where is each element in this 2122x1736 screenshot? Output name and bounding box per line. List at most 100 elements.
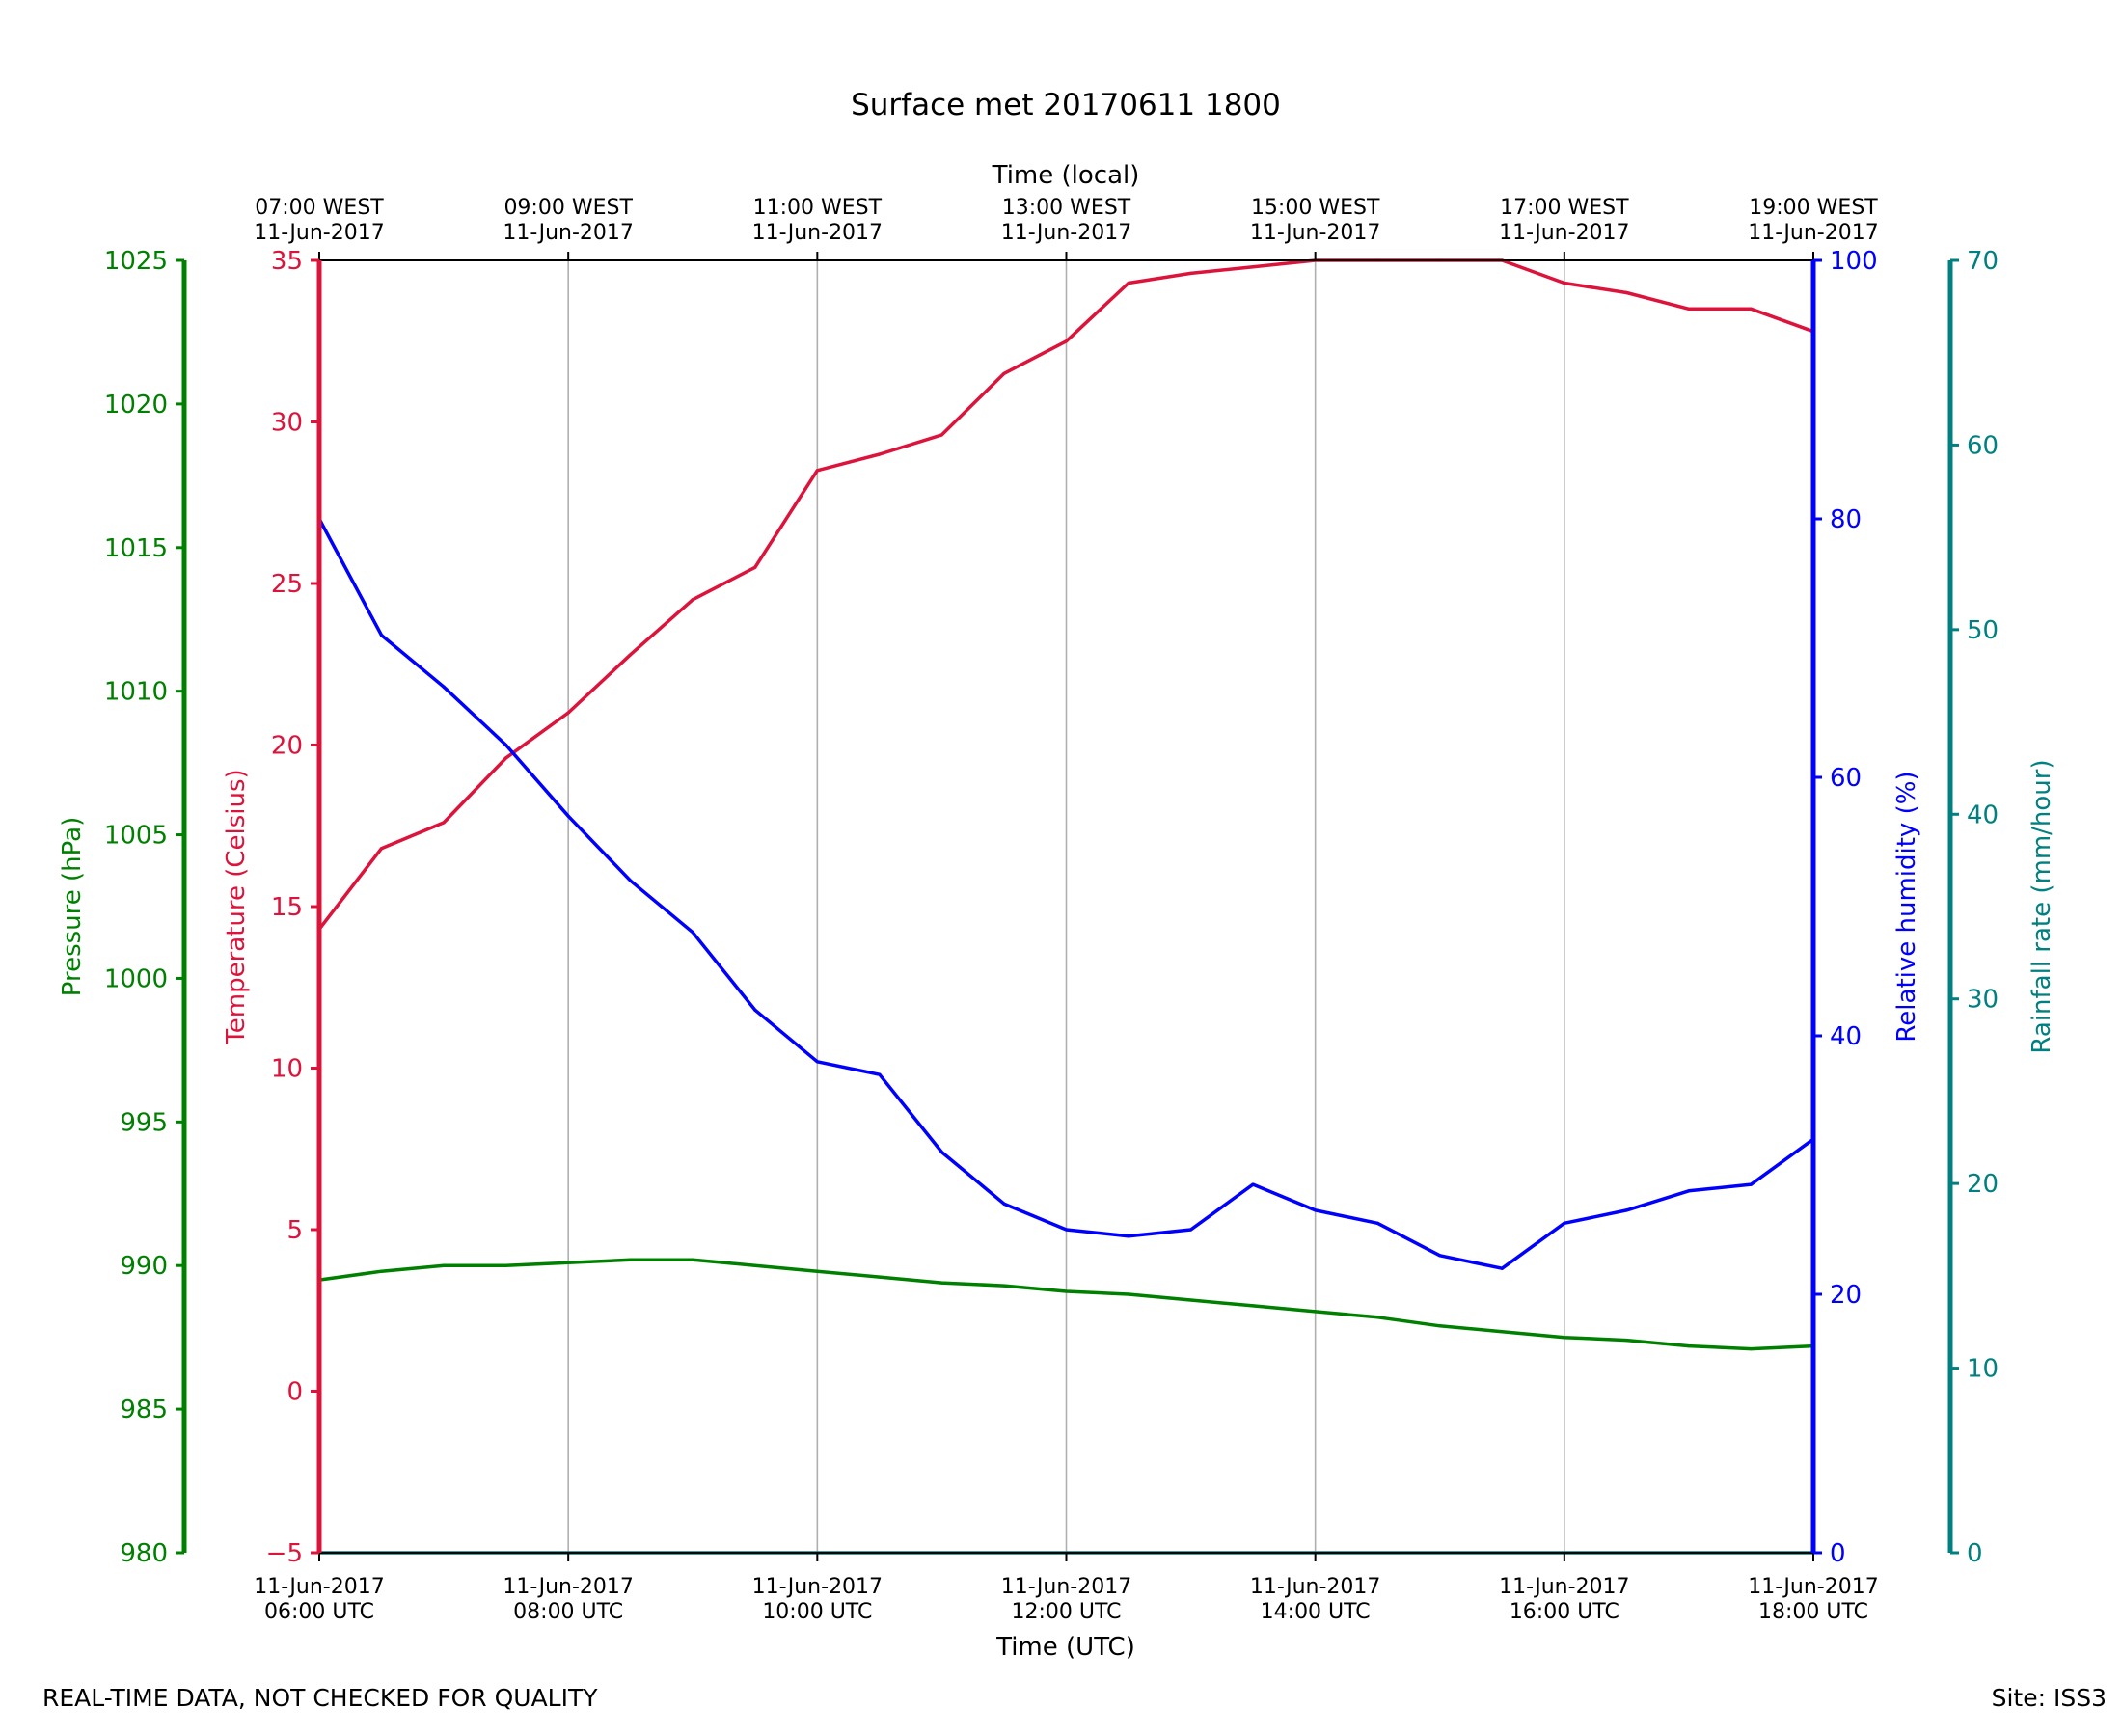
x-tick-label-line: 11-Jun-2017 (752, 1575, 883, 1599)
pressure-data-point (1375, 1316, 1379, 1319)
pressure-tick-label: 1015 (104, 534, 168, 563)
humidity-data-point (753, 1008, 757, 1012)
pressure-data-point (1314, 1310, 1318, 1314)
temperature-data-point (1563, 281, 1566, 285)
rainfall-tick-label: 40 (1967, 800, 1999, 829)
pressure-tick-label: 985 (120, 1396, 168, 1424)
temperature-tick-label: 5 (286, 1216, 303, 1245)
x2-tick-label-line: 11-Jun-2017 (254, 221, 384, 245)
humidity-tick-label: 40 (1830, 1022, 1862, 1051)
x-tick-label-line: 14:00 UTC (1261, 1600, 1371, 1624)
chart-title: Surface met 20170611 1800 (851, 88, 1281, 122)
humidity-data-point (1251, 1182, 1255, 1186)
pressure-tick-label: 1025 (104, 247, 168, 276)
pressure-data-point (1064, 1289, 1069, 1293)
x-tick-label: 11-Jun-2017 18:00 UTC (1748, 1575, 1878, 1624)
x-tick-label: 11-Jun-2017 12:00 UTC (1001, 1575, 1131, 1624)
x2-tick-label: 09:00 WEST 11-Jun-2017 (503, 196, 633, 245)
humidity-tick-label: 60 (1830, 764, 1862, 793)
rainfall-tick-label: 50 (1967, 616, 1999, 645)
x2-tick-label-line: 11-Jun-2017 (1001, 221, 1131, 245)
temperature-tick-label: 15 (271, 893, 303, 922)
pressure-data-point (1563, 1336, 1566, 1340)
x2-tick-label-line: 09:00 WEST (503, 196, 633, 220)
x2-tick-label: 07:00 WEST 11-Jun-2017 (254, 196, 384, 245)
pressure-data-point (1438, 1324, 1442, 1328)
humidity-tick-label: 80 (1830, 505, 1862, 534)
x2-tick-label-line: 11-Jun-2017 (1499, 221, 1629, 245)
pressure-data-point (1189, 1298, 1193, 1302)
humidity-data-point (1189, 1228, 1193, 1232)
x2-tick-label-line: 11-Jun-2017 (1748, 221, 1878, 245)
pressure-data-point (379, 1269, 384, 1273)
temperature-data-point (442, 821, 446, 825)
pressure-data-point (815, 1269, 819, 1273)
x2-tick-label-line: 15:00 WEST (1251, 196, 1380, 220)
x-tick-label-line: 06:00 UTC (264, 1600, 374, 1624)
temperature-data-point (379, 847, 384, 851)
humidity-data-point (629, 879, 633, 882)
pressure-data-point (442, 1263, 446, 1267)
pressure-tick-label: 1005 (104, 822, 168, 851)
temperature-data-point (1127, 281, 1130, 285)
humidity-data-point (878, 1072, 882, 1076)
humidity-data-point (1127, 1234, 1130, 1238)
humidity-data-point (939, 1151, 944, 1154)
x2-axis-label: Time (local) (992, 161, 1140, 190)
pressure-data-point (1624, 1339, 1628, 1343)
pressure-tick-label: 1020 (104, 391, 168, 420)
temperature-tick-label: 30 (271, 409, 303, 438)
humidity-data-point (1624, 1208, 1628, 1212)
humidity-data-point (1002, 1202, 1006, 1206)
rainfall-tick-label: 0 (1967, 1539, 1983, 1568)
pressure-data-point (1127, 1292, 1130, 1296)
temperature-data-point (878, 452, 882, 456)
x2-tick-label-line: 19:00 WEST (1749, 196, 1878, 220)
x-tick-label-line: 10:00 UTC (762, 1600, 872, 1624)
humidity-data-point (1563, 1221, 1566, 1225)
x-tick-label-line: 11-Jun-2017 (1748, 1575, 1878, 1599)
temperature-data-point (1624, 290, 1628, 295)
rainfall-tick-label: 10 (1967, 1355, 1999, 1384)
pressure-data-point (691, 1258, 694, 1261)
temperature-tick-label: 20 (271, 732, 303, 761)
x-tick-label: 11-Jun-2017 06:00 UTC (254, 1575, 384, 1624)
rainfall-axis-label: Rainfall rate (mm/hour) (2027, 759, 2056, 1053)
humidity-data-point (1749, 1182, 1754, 1186)
humidity-data-point (379, 634, 384, 637)
temperature-data-point (504, 756, 508, 760)
pressure-tick-label: 990 (120, 1252, 168, 1281)
x2-tick-label-line: 17:00 WEST (1500, 196, 1629, 220)
x-tick-label: 11-Jun-2017 08:00 UTC (503, 1575, 633, 1624)
temperature-data-point (815, 469, 819, 473)
x-tick-label-line: 11-Jun-2017 (1499, 1575, 1629, 1599)
x2-tick-label-line: 11-Jun-2017 (1250, 221, 1380, 245)
x2-tick-label: 17:00 WEST 11-Jun-2017 (1499, 196, 1629, 245)
humidity-axis-label: Relative humidity (%) (1892, 771, 1921, 1042)
rainfall-tick-label: 60 (1967, 431, 1999, 460)
humidity-data-point (815, 1060, 819, 1064)
temperature-axis-label: Temperature (Celsius) (222, 769, 251, 1044)
pressure-data-point (939, 1281, 944, 1285)
x2-tick-label: 19:00 WEST 11-Jun-2017 (1748, 196, 1878, 245)
x-tick-label-line: 12:00 UTC (1011, 1600, 1121, 1624)
temperature-data-point (1251, 265, 1255, 269)
pressure-tick-label: 980 (120, 1539, 168, 1568)
pressure-data-point (1002, 1284, 1006, 1288)
pressure-data-point (1687, 1344, 1691, 1348)
temperature-tick-label: −5 (266, 1539, 303, 1568)
x2-tick-label-line: 11-Jun-2017 (503, 221, 633, 245)
humidity-data-point (566, 814, 570, 818)
pressure-data-point (1500, 1330, 1504, 1334)
temperature-data-point (691, 598, 694, 602)
pressure-tick-label: 1010 (104, 678, 168, 707)
temperature-data-point (1189, 271, 1193, 275)
x2-tick-label-line: 11:00 WEST (753, 196, 883, 220)
humidity-data-point (691, 931, 694, 935)
x-tick-label: 11-Jun-2017 10:00 UTC (752, 1575, 883, 1624)
x2-tick-label: 15:00 WEST 11-Jun-2017 (1250, 196, 1380, 245)
humidity-data-point (1375, 1221, 1379, 1225)
